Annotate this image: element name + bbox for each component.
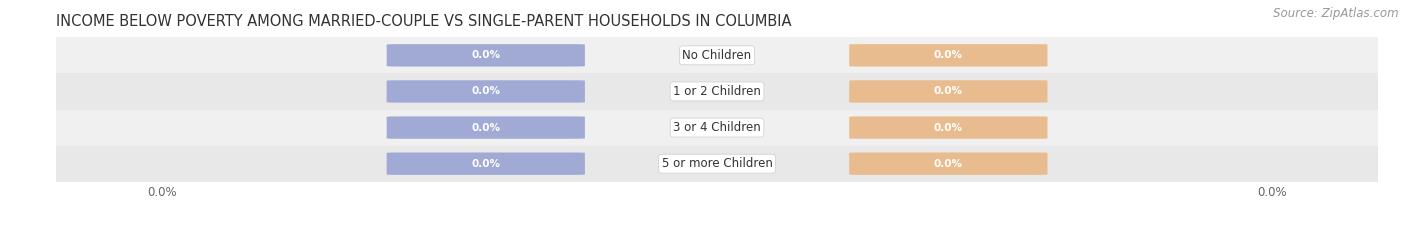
FancyBboxPatch shape xyxy=(387,116,585,139)
Text: Source: ZipAtlas.com: Source: ZipAtlas.com xyxy=(1274,7,1399,20)
FancyBboxPatch shape xyxy=(849,44,1047,67)
FancyBboxPatch shape xyxy=(387,44,585,67)
Text: No Children: No Children xyxy=(682,49,752,62)
Text: 1 or 2 Children: 1 or 2 Children xyxy=(673,85,761,98)
Bar xyxy=(56,146,1378,182)
FancyBboxPatch shape xyxy=(849,80,1047,103)
FancyBboxPatch shape xyxy=(387,80,585,103)
Text: 0.0%: 0.0% xyxy=(471,123,501,133)
Text: 0.0%: 0.0% xyxy=(934,86,963,96)
Text: 0.0%: 0.0% xyxy=(934,123,963,133)
Text: 0.0%: 0.0% xyxy=(471,159,501,169)
Text: 0.0%: 0.0% xyxy=(934,50,963,60)
Bar xyxy=(56,37,1378,73)
Text: 3 or 4 Children: 3 or 4 Children xyxy=(673,121,761,134)
Text: 0.0%: 0.0% xyxy=(471,86,501,96)
FancyBboxPatch shape xyxy=(849,152,1047,175)
Text: 5 or more Children: 5 or more Children xyxy=(662,157,772,170)
Text: 0.0%: 0.0% xyxy=(471,50,501,60)
FancyBboxPatch shape xyxy=(849,116,1047,139)
Text: 0.0%: 0.0% xyxy=(934,159,963,169)
FancyBboxPatch shape xyxy=(387,152,585,175)
Bar xyxy=(56,73,1378,110)
Bar xyxy=(56,110,1378,146)
Text: INCOME BELOW POVERTY AMONG MARRIED-COUPLE VS SINGLE-PARENT HOUSEHOLDS IN COLUMBI: INCOME BELOW POVERTY AMONG MARRIED-COUPL… xyxy=(56,14,792,29)
